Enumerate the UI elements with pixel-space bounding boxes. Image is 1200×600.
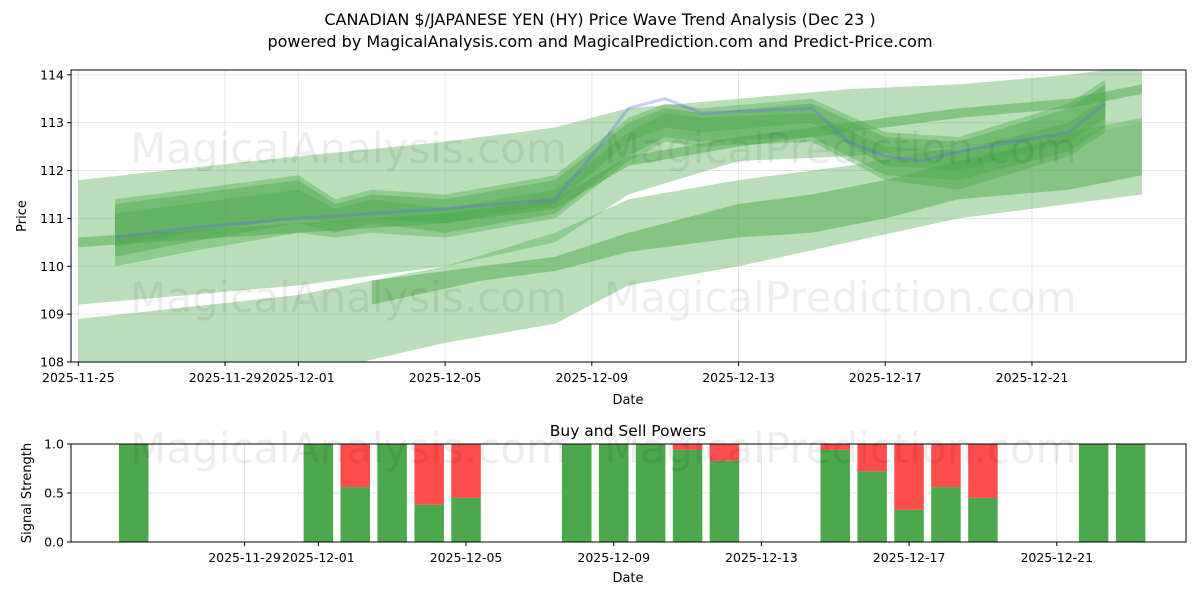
watermark-prediction-mid: MagicalPrediction.com: [604, 273, 1077, 322]
buy-bar: [635, 444, 666, 542]
price-x-tick-label: 2025-12-09: [555, 370, 628, 385]
chart-title: CANADIAN $/JAPANESE YEN (HY) Price Wave …: [324, 10, 875, 29]
sell-bar: [414, 444, 444, 505]
price-axis-ticks: 108 109 110 111 112 113 114 2025-11-25 2025-11-2…: [40, 67, 1068, 385]
price-y-tick-label: 114: [40, 67, 64, 82]
wave-band: [115, 98, 1106, 257]
wave-band: [78, 117, 1142, 362]
chart-subtitle: powered by MagicalAnalysis.com and Magic…: [267, 32, 932, 51]
buy-sell-x-axis-label: Date: [612, 571, 643, 586]
buy-sell-axis-ticks: 0.0 0.5 1.0 2025-11-29 2025-12-01 2025-12-05 2…: [44, 437, 1093, 566]
buy-bar: [562, 444, 592, 542]
price-y-tick-label: 108: [40, 355, 64, 370]
wave-band: [371, 122, 1142, 305]
buy-sell-x-tick-label: 2025-12-21: [1020, 550, 1093, 565]
buy-sell-x-tick-label: 2025-12-05: [430, 550, 503, 565]
buy-bar: [894, 509, 924, 542]
buy-sell-y-tick-label: 1.0: [44, 437, 64, 452]
watermark-analysis-mid: MagicalAnalysis.com: [130, 273, 567, 322]
buy-bar: [857, 471, 887, 542]
buy-bar: [377, 444, 407, 542]
wave-band: [115, 79, 1106, 267]
watermark-prediction-bottom: MagicalPrediction.com: [604, 424, 1077, 473]
buy-sell-x-tick-label: 2025-12-17: [873, 550, 946, 565]
price-wave-bands: [78, 70, 1142, 362]
price-x-tick-label: 2025-12-13: [702, 370, 775, 385]
buy-sell-bars: [119, 444, 1146, 542]
price-x-tick-label: 2025-12-17: [849, 370, 922, 385]
price-plot-frame: [70, 69, 1187, 363]
sell-bar: [672, 444, 703, 450]
buy-bar: [709, 460, 740, 542]
wave-band: [78, 84, 1142, 248]
watermark-analysis-bottom: MagicalAnalysis.com: [130, 424, 567, 473]
price-grid: [71, 70, 1186, 363]
price-y-axis-label: Price: [15, 200, 30, 232]
price-y-tick-label: 109: [40, 307, 64, 322]
price-x-tick-label: 2025-11-29: [189, 370, 262, 385]
sell-bar: [451, 444, 481, 498]
price-y-tick-label: 110: [40, 259, 64, 274]
buy-bar: [820, 449, 850, 542]
buy-sell-x-tick-label: 2025-12-13: [725, 550, 798, 565]
buy-sell-title: Buy and Sell Powers: [550, 422, 707, 440]
buy-sell-x-tick-label: 2025-11-29: [208, 550, 281, 565]
wave-band: [115, 84, 1106, 248]
sell-bar: [709, 444, 740, 461]
sell-bar: [857, 444, 887, 472]
price-x-tick-label: 2025-12-01: [262, 370, 335, 385]
price-x-tick-label: 2025-12-21: [996, 370, 1069, 385]
price-x-tick-label: 2025-12-05: [409, 370, 482, 385]
watermark-prediction-top: MagicalPrediction.com: [604, 124, 1077, 173]
price-y-tick-label: 112: [40, 163, 64, 178]
buy-sell-y-tick-label: 0.0: [44, 535, 64, 550]
watermarks: MagicalAnalysis.com MagicalPrediction.co…: [130, 124, 1077, 473]
buy-bar: [599, 444, 629, 542]
sell-bar: [820, 444, 850, 450]
sell-bar: [340, 444, 370, 488]
buy-sell-x-tick-label: 2025-12-01: [282, 550, 355, 565]
buy-bar: [672, 449, 703, 542]
sell-bar: [894, 444, 924, 510]
buy-bar: [303, 444, 334, 542]
buy-bar: [931, 487, 961, 542]
sell-bar: [931, 444, 961, 488]
price-y-tick-label: 113: [40, 115, 64, 130]
sell-bar: [968, 444, 998, 498]
price-x-tick-label: 2025-11-25: [42, 370, 115, 385]
buy-bar: [1115, 444, 1146, 542]
price-line: [114, 97, 1107, 239]
watermark-analysis-top: MagicalAnalysis.com: [130, 124, 567, 173]
buy-sell-y-axis-label: Signal Strength: [20, 443, 35, 543]
buy-sell-y-tick-label: 0.5: [44, 486, 64, 501]
buy-bar: [451, 497, 481, 542]
buy-bar: [414, 504, 444, 542]
buy-sell-x-tick-label: 2025-12-09: [577, 550, 650, 565]
price-wave-panel: 108 109 110 111 112 113 114 2025-11-25 2025-11-2…: [15, 67, 1187, 408]
buy-sell-plot-frame: [70, 443, 1187, 543]
price-x-axis-label: Date: [612, 393, 643, 408]
wave-band: [78, 70, 1142, 305]
buy-bar: [119, 444, 149, 542]
buy-bar: [1078, 444, 1109, 542]
buy-bar: [968, 497, 998, 542]
buy-bar: [340, 487, 370, 542]
price-y-tick-label: 111: [40, 211, 64, 226]
